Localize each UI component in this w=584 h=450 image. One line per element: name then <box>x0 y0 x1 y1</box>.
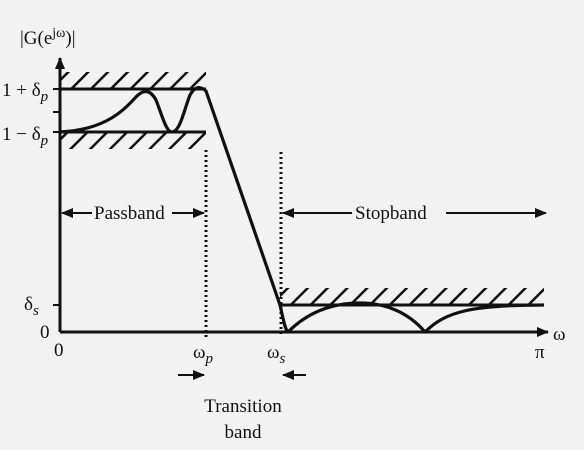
y-axis-title: |G(ejω)| <box>20 26 76 49</box>
stopband-hatch <box>280 288 544 304</box>
pass-lower-label: 1 − δp <box>2 124 49 149</box>
passband-upper-hatch <box>60 72 206 88</box>
stop-level-label: δs <box>24 294 39 319</box>
passband-label: Passband <box>94 203 165 224</box>
origin-x-label: 0 <box>54 340 64 361</box>
transition-label-line1: Transition <box>204 396 282 417</box>
origin-y-label: 0 <box>40 322 50 343</box>
pi-label: π <box>535 342 545 363</box>
omega-p-label: ωp <box>193 342 214 367</box>
x-axis-title: ω <box>553 324 566 345</box>
pass-upper-label: 1 + δp <box>2 80 49 105</box>
omega-s-label: ωs <box>267 342 286 367</box>
transition-label-line2: band <box>225 422 262 443</box>
passband-lower-hatch <box>60 133 206 149</box>
magnitude-response-curve <box>59 86 545 334</box>
stopband-label: Stopband <box>355 203 427 224</box>
